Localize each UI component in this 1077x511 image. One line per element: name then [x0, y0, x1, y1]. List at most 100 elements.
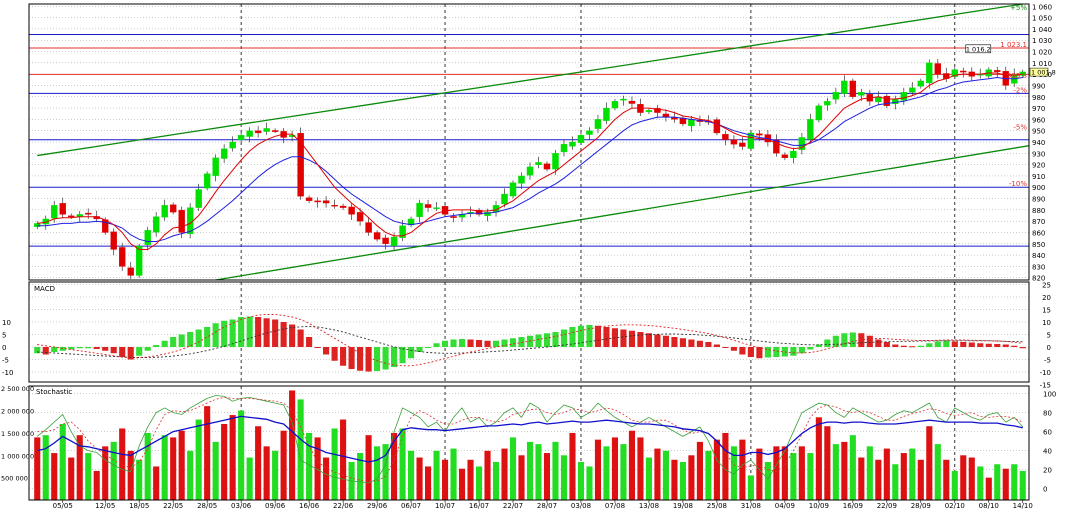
- volume-bar: [229, 415, 236, 500]
- level-label: -5%: [1013, 124, 1027, 132]
- candle-up: [1019, 71, 1026, 76]
- candle-up: [203, 173, 211, 189]
- volume-bar: [518, 455, 525, 500]
- candle-down: [85, 212, 92, 215]
- volume-bar: [272, 450, 279, 500]
- candle-up: [807, 119, 814, 140]
- volume-bar: [450, 448, 457, 500]
- volume-tick: 500 000: [1, 475, 28, 483]
- macd-histogram-bar: [399, 347, 406, 364]
- high-price-tag-box: [965, 44, 992, 54]
- macd-left-tick: -5: [2, 357, 9, 365]
- volume-bar: [994, 464, 1001, 500]
- candle-up: [620, 98, 627, 101]
- macd-histogram-bar: [102, 347, 109, 351]
- volume-bar: [365, 435, 372, 500]
- volume-bar: [807, 453, 814, 500]
- volume-bar: [255, 426, 262, 500]
- candle-down: [118, 247, 126, 267]
- macd-histogram-bar: [943, 340, 950, 347]
- volume-bar: [59, 424, 66, 500]
- macd-histogram-bar: [408, 347, 415, 359]
- price-tick-label: 900: [1032, 184, 1045, 192]
- volume-bar: [577, 462, 585, 500]
- candle-up: [815, 105, 823, 121]
- macd-histogram-bar: [433, 343, 440, 347]
- volume-bar: [637, 437, 644, 500]
- date-label: 22/09: [877, 502, 897, 510]
- volume-bar: [42, 435, 49, 500]
- date-label: 06/07: [401, 502, 421, 510]
- volume-tick: 2 500 000: [1, 385, 34, 393]
- candle-up: [858, 92, 865, 96]
- price-tick-label: 990: [1032, 82, 1045, 90]
- candle-down: [756, 133, 763, 136]
- volume-bar: [1002, 468, 1009, 500]
- volume-bar: [892, 464, 899, 500]
- macd-histogram-bar: [985, 343, 992, 347]
- macd-histogram-bar: [492, 340, 500, 347]
- macd-panel-frame: [28, 281, 1030, 383]
- candle-down: [331, 204, 338, 207]
- volume-bar: [747, 475, 754, 500]
- volume-bar: [526, 441, 534, 500]
- volume-bar: [739, 439, 746, 500]
- price-tick-label: 1 050: [1032, 15, 1052, 23]
- macd-histogram-bar: [730, 347, 737, 351]
- volume-tick: 1 000 000: [1, 452, 34, 460]
- macd-histogram-bar: [705, 342, 712, 347]
- price-tick-label: 930: [1032, 150, 1045, 158]
- macd-histogram-bar: [543, 333, 551, 347]
- macd-histogram-bar: [849, 332, 856, 347]
- volume-bar: [611, 437, 619, 500]
- macd-histogram-bar: [977, 343, 984, 347]
- candle-down: [543, 163, 551, 170]
- candle-down: [883, 95, 891, 106]
- candle-up: [263, 128, 270, 132]
- volume-bar: [441, 459, 449, 500]
- volume-bar: [110, 441, 117, 500]
- candle-up: [951, 69, 958, 77]
- volume-bar: [560, 455, 568, 500]
- price-tick-label: 820: [1032, 275, 1045, 283]
- date-label: 13/08: [639, 502, 659, 510]
- macd-histogram-bar: [178, 334, 185, 347]
- macd-histogram-bar: [875, 339, 882, 347]
- macd-histogram-bar: [501, 339, 508, 347]
- price-tick-label: 850: [1032, 241, 1045, 249]
- candle-up: [841, 80, 848, 94]
- candle-down: [994, 70, 1001, 73]
- macd-right-tick: 25: [1042, 282, 1051, 290]
- candle-up: [603, 107, 610, 121]
- date-label: 09/06: [265, 502, 286, 510]
- date-label: 22/07: [503, 502, 523, 510]
- macd-histogram-bar: [764, 347, 771, 358]
- volume-bar: [212, 441, 219, 500]
- candle-down: [424, 204, 432, 208]
- volume-bar: [960, 455, 967, 500]
- macd-histogram-bar: [594, 325, 602, 347]
- macd-histogram-bar: [187, 332, 194, 347]
- candle-down: [254, 130, 262, 134]
- macd-histogram-bar: [68, 347, 75, 350]
- macd-histogram-bar: [535, 334, 542, 347]
- candle-down: [59, 203, 66, 215]
- price-tick-label: 960: [1032, 116, 1045, 124]
- candle-down: [356, 212, 364, 222]
- candle-down: [169, 204, 177, 213]
- candle-down: [297, 133, 304, 197]
- macd-histogram-bar: [858, 333, 865, 347]
- macd-histogram-bar: [416, 347, 423, 352]
- volume-bar: [628, 430, 636, 500]
- volume-bar: [645, 457, 652, 500]
- macd-histogram-bar: [773, 347, 780, 357]
- volume-bar: [798, 446, 805, 500]
- candle-down: [475, 209, 483, 215]
- volume-bar: [280, 430, 287, 500]
- macd-histogram-bar: [467, 339, 474, 347]
- date-label: 31/08: [741, 502, 761, 510]
- date-label: 28/05: [197, 502, 217, 510]
- volume-bar: [178, 430, 185, 500]
- macd-histogram-bar: [628, 330, 636, 347]
- macd-histogram-bar: [255, 317, 262, 347]
